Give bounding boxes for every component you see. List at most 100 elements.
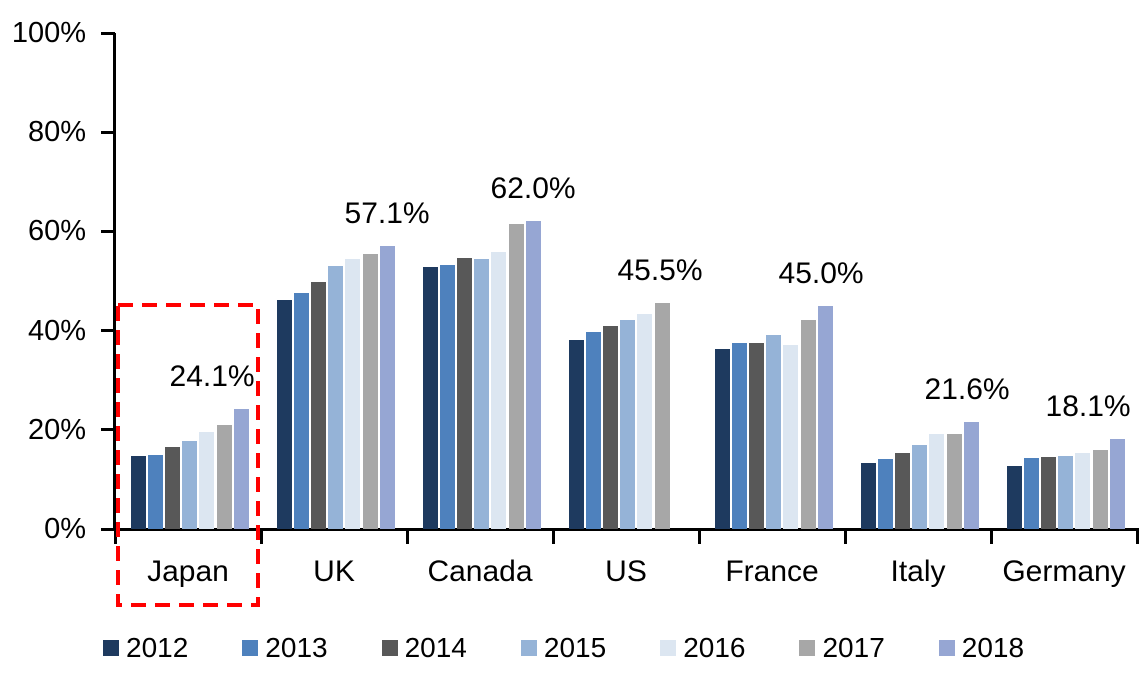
y-axis-tick	[101, 130, 115, 134]
x-axis-tick	[259, 529, 263, 544]
category-label: Germany	[1002, 555, 1126, 588]
y-axis-label: 60%	[27, 215, 86, 248]
bar	[199, 431, 215, 529]
bar	[1075, 452, 1091, 529]
bar	[569, 340, 584, 529]
bar	[216, 425, 232, 529]
bar	[182, 440, 198, 529]
bar	[929, 434, 945, 529]
x-axis-tick	[989, 529, 993, 544]
legend-item: 2014	[381, 633, 467, 663]
bar	[294, 292, 310, 529]
y-axis-tick	[101, 428, 115, 432]
value-annotation: 45.0%	[778, 256, 864, 290]
x-axis-tick	[405, 529, 409, 544]
bar	[508, 224, 524, 529]
legend-item: 2018	[938, 632, 1025, 663]
highlight-box	[116, 303, 260, 607]
bar	[715, 348, 730, 529]
bar	[749, 343, 765, 529]
x-axis-tick	[113, 529, 117, 544]
legend-label: 2013	[265, 632, 328, 663]
legend-item: 2012	[103, 633, 188, 663]
value-annotation: 24.1%	[169, 360, 255, 394]
bar	[1058, 455, 1074, 529]
bar	[620, 320, 636, 529]
bar	[1024, 458, 1040, 529]
legend-label: 2018	[961, 632, 1025, 663]
legend-swatch-icon	[381, 640, 398, 656]
legend-swatch-icon	[242, 640, 259, 656]
y-axis-tick	[101, 229, 115, 233]
value-annotation: 21.6%	[924, 372, 1010, 406]
bar	[362, 254, 378, 529]
y-axis-line	[113, 33, 116, 531]
category-label: Italy	[890, 555, 946, 588]
bar	[963, 421, 979, 529]
bar	[603, 325, 619, 529]
y-axis-tick	[101, 527, 115, 531]
legend-item: 2013	[242, 632, 328, 663]
bar	[1041, 457, 1057, 529]
y-axis-label: 0%	[44, 513, 86, 545]
y-axis-label: 20%	[27, 413, 86, 446]
value-annotation: 18.1%	[1045, 390, 1131, 424]
value-annotation: 62.0%	[490, 172, 576, 206]
legend-swatch-icon	[660, 640, 677, 656]
value-annotation: 57.1%	[344, 196, 430, 230]
legend-swatch-icon	[103, 640, 119, 656]
value-annotation: 45.5%	[617, 254, 703, 288]
bar	[311, 281, 327, 529]
bar	[654, 303, 670, 529]
bar	[328, 266, 344, 529]
bar	[345, 259, 361, 529]
bar	[817, 305, 833, 529]
bar	[1109, 439, 1125, 529]
bar	[277, 300, 292, 529]
bar	[861, 463, 876, 529]
bar	[131, 455, 146, 529]
bar	[1092, 449, 1108, 529]
legend-item: 2015	[520, 632, 607, 663]
y-axis-label: 40%	[27, 314, 86, 347]
legend-label: 2017	[822, 632, 885, 663]
bar	[586, 331, 602, 529]
y-axis-tick	[101, 329, 115, 333]
y-axis-label: 80%	[27, 116, 86, 149]
legend-label: 2012	[126, 632, 189, 663]
bar	[379, 245, 395, 529]
bar	[800, 319, 816, 529]
legend-swatch-icon	[799, 640, 816, 656]
legend: 2012 2013 2014 2015 2016 2017 2018	[103, 633, 1024, 663]
category-label: UK	[313, 555, 355, 588]
category-label: US	[605, 555, 647, 588]
bar	[732, 343, 748, 529]
legend-swatch-icon	[938, 640, 955, 656]
bar	[895, 452, 911, 529]
legend-label: 2016	[683, 632, 746, 663]
x-axis-tick	[843, 529, 847, 544]
x-axis-tick	[697, 529, 701, 544]
bar	[912, 445, 928, 529]
bar	[637, 313, 653, 529]
legend-swatch-icon	[520, 640, 537, 656]
legend-item: 2016	[660, 633, 745, 663]
highlight-box-border	[116, 303, 260, 607]
bar	[457, 257, 473, 529]
x-axis-line	[113, 528, 1139, 531]
legend-label: 2015	[543, 632, 607, 663]
bar	[1007, 466, 1022, 529]
category-label: Canada	[427, 555, 533, 588]
category-label: Japan	[147, 555, 229, 588]
bar	[440, 265, 456, 529]
legend-item: 2017	[799, 632, 885, 663]
category-label: France	[725, 555, 819, 588]
bar	[766, 334, 782, 529]
bar	[423, 266, 438, 529]
bar	[165, 447, 181, 529]
x-axis-tick	[1135, 529, 1139, 544]
x-axis-tick	[551, 529, 555, 544]
bar	[233, 409, 249, 529]
bar	[474, 259, 490, 529]
